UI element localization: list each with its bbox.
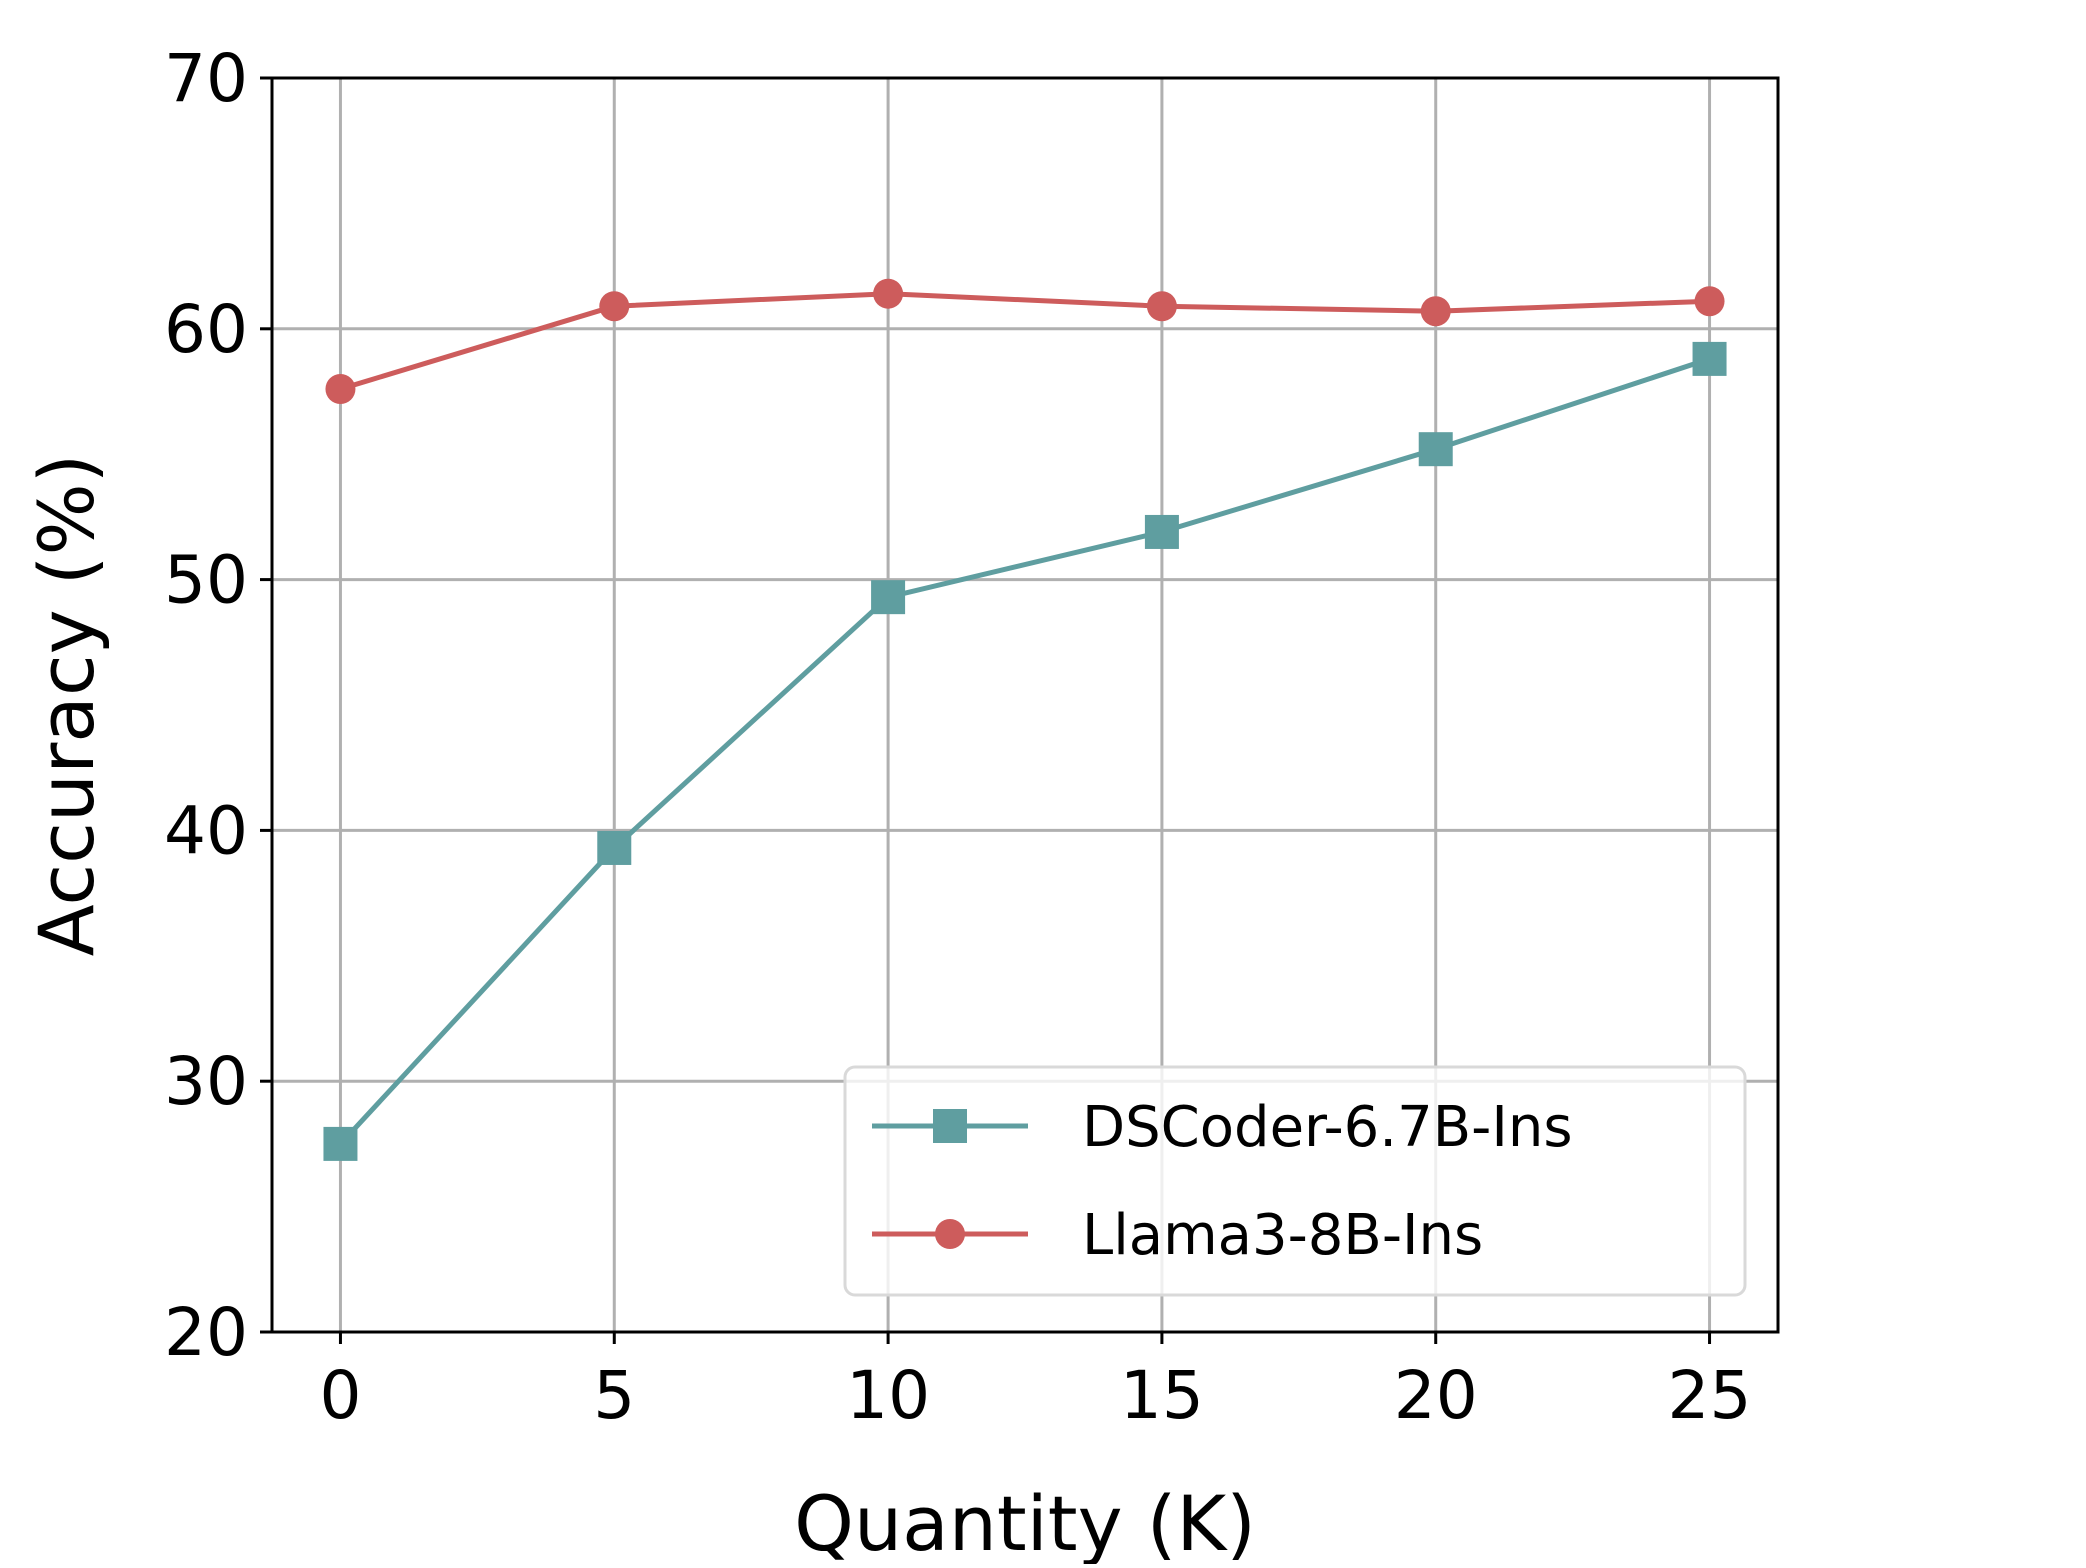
x-tick-label: 0 [319, 1357, 361, 1434]
data-point-llama3-8b-ins [1146, 291, 1177, 322]
data-point-llama3-8b-ins [1420, 296, 1451, 327]
data-point-dscoder-6-7b-ins [1418, 432, 1453, 467]
data-point-llama3-8b-ins [873, 278, 904, 309]
data-point-dscoder-6-7b-ins [1692, 341, 1727, 376]
y-tick-label: 40 [164, 792, 248, 869]
series-layer [323, 278, 1727, 1161]
data-point-dscoder-6-7b-ins [323, 1126, 358, 1161]
data-point-llama3-8b-ins [325, 373, 356, 404]
series-line-dscoder-6-7b-ins [338, 356, 1711, 1146]
legend-label-dscoder-6-7b-ins: DSCoder-6.7B-Ins [1082, 1095, 1573, 1160]
y-tick-label: 60 [164, 291, 248, 368]
data-point-llama3-8b-ins [1694, 286, 1725, 317]
y-tick-label: 20 [164, 1294, 248, 1371]
data-point-llama3-8b-ins [599, 291, 630, 322]
x-tick-label: 25 [1668, 1357, 1752, 1434]
data-point-dscoder-6-7b-ins [1144, 514, 1179, 549]
y-tick-label: 50 [164, 542, 248, 619]
y-tick-label: 70 [164, 40, 248, 117]
data-point-dscoder-6-7b-ins [597, 830, 632, 865]
legend: DSCoder-6.7B-Ins Llama3-8B-Ins [843, 1065, 1747, 1297]
y-axis-label: Accuracy (%) [22, 454, 111, 957]
legend-label-llama3-8b-ins: Llama3-8B-Ins [1082, 1203, 1483, 1268]
plot-frame [270, 76, 1780, 1334]
axis-ticks: 0 5 10 15 20 25 20 30 40 50 60 70 [164, 40, 1752, 1434]
x-tick-label: 10 [846, 1357, 930, 1434]
legend-marker-llama3-8b-ins [935, 1219, 965, 1249]
x-tick-label: 20 [1394, 1357, 1478, 1434]
legend-box [843, 1065, 1747, 1297]
x-tick-label: 5 [593, 1357, 635, 1434]
series-line-llama3-8b-ins [339, 291, 1710, 392]
data-point-dscoder-6-7b-ins [871, 580, 906, 615]
legend-marker-dscoder-6-7b-ins [933, 1109, 967, 1143]
y-tick-label: 30 [164, 1043, 248, 1120]
x-axis-label: Quantity (K) [794, 1479, 1256, 1564]
x-tick-label: 15 [1120, 1357, 1204, 1434]
